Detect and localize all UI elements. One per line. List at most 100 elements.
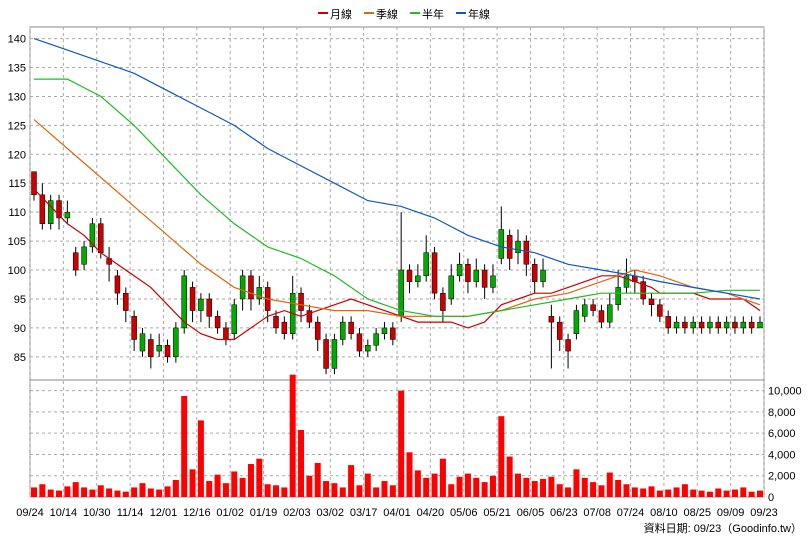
- volume-bar: [298, 429, 305, 497]
- candle-body: [72, 252, 79, 271]
- candle-body: [431, 252, 438, 294]
- volume-bar: [423, 477, 430, 497]
- candle-body: [31, 171, 37, 196]
- price-tick-label: 120: [8, 149, 26, 161]
- volume-bar: [64, 486, 71, 497]
- price-tick-label: 130: [8, 91, 26, 103]
- candle-body: [615, 287, 621, 306]
- candle-body: [114, 275, 121, 294]
- volume-bar: [197, 420, 204, 497]
- candle-body: [607, 304, 613, 323]
- x-tick-label: 12/16: [183, 507, 211, 519]
- volume-tick-label: 6,000: [768, 428, 796, 440]
- candle-body: [648, 298, 655, 306]
- candle-body: [723, 321, 730, 329]
- volume-bar: [523, 477, 530, 497]
- candle-body: [64, 211, 71, 219]
- volume-bar: [481, 482, 488, 497]
- volume-bar: [531, 481, 538, 497]
- volume-bar: [723, 490, 730, 497]
- candle-body: [473, 269, 480, 282]
- volume-bar: [715, 488, 722, 497]
- volume-bar: [731, 489, 738, 497]
- volume-bar: [456, 476, 463, 497]
- candle-body: [665, 316, 671, 329]
- candle-body: [657, 304, 663, 317]
- candle-body: [131, 316, 137, 340]
- candle-body: [548, 316, 555, 323]
- volume-bar: [581, 477, 588, 497]
- candle-body: [173, 327, 179, 358]
- volume-tick-label: 0: [768, 492, 774, 504]
- volume-bar: [97, 485, 104, 497]
- x-tick-label: 06/23: [550, 507, 578, 519]
- volume-bar: [748, 491, 755, 497]
- x-tick-label: 11/14: [117, 507, 144, 519]
- candle-body: [640, 281, 646, 300]
- volume-bar: [364, 473, 371, 497]
- candle-body: [498, 229, 505, 259]
- candle-body: [314, 321, 321, 340]
- volume-bar: [72, 482, 79, 497]
- volume-bar: [222, 483, 229, 497]
- candle-body: [223, 327, 229, 340]
- candle-body: [81, 246, 87, 265]
- volume-bar: [448, 484, 455, 497]
- candle-body: [273, 316, 279, 329]
- volume-bar: [389, 485, 396, 497]
- volume-bar: [181, 395, 188, 497]
- candle-body: [373, 333, 379, 346]
- volume-bar: [164, 486, 171, 497]
- volume-bar: [648, 486, 655, 497]
- candle-body: [531, 264, 538, 282]
- candle-body: [164, 345, 171, 358]
- volume-tick-label: 10,000: [768, 386, 802, 398]
- volume-bar: [590, 482, 597, 497]
- volume-bar: [306, 475, 313, 497]
- candle-body: [306, 310, 313, 323]
- x-tick-label: 05/21: [483, 507, 511, 519]
- volume-bar: [373, 487, 380, 497]
- x-tick-label: 09/24: [16, 507, 44, 519]
- volume-bar: [489, 475, 496, 497]
- price-tick-label: 85: [14, 352, 26, 364]
- price-tick-label: 90: [14, 323, 26, 335]
- candle-body: [673, 321, 680, 329]
- x-tick-label: 09/09: [717, 507, 745, 519]
- candle-body: [348, 321, 354, 334]
- x-tick-label: 04/01: [383, 507, 411, 519]
- x-tick-label: 03/17: [350, 507, 378, 519]
- candle-body: [231, 304, 238, 334]
- candle-body: [515, 240, 521, 253]
- volume-bar: [147, 488, 154, 497]
- volume-bar: [139, 483, 146, 497]
- candle-body: [748, 321, 755, 329]
- volume-bar: [631, 487, 638, 497]
- ma-line-季線: [33, 119, 761, 317]
- volume-bar: [706, 491, 713, 497]
- x-tick-label: 10/14: [50, 507, 78, 519]
- candle-body: [331, 339, 338, 369]
- x-tick-label: 03/02: [317, 507, 345, 519]
- candle-body: [323, 339, 329, 369]
- volume-bar: [256, 458, 263, 497]
- candle-body: [214, 316, 221, 329]
- volume-bar: [381, 481, 388, 497]
- candle-body: [523, 240, 530, 265]
- volume-bar: [598, 485, 605, 497]
- candle-body: [198, 298, 204, 311]
- volume-bar: [398, 390, 405, 497]
- volume-tick-label: 8,000: [768, 407, 796, 419]
- price-tick-label: 115: [8, 178, 26, 190]
- volume-bar: [231, 471, 238, 497]
- x-tick-label: 07/24: [617, 507, 645, 519]
- volume-bar: [339, 487, 346, 497]
- x-tick-label: 10/30: [83, 507, 111, 519]
- volume-bar: [556, 484, 563, 497]
- volume-bar: [114, 490, 121, 497]
- x-tick-label: 12/01: [150, 507, 178, 519]
- volume-bar: [206, 481, 213, 497]
- volume-bar: [31, 487, 37, 497]
- volume-bar: [89, 489, 96, 497]
- price-tick-label: 105: [8, 236, 26, 248]
